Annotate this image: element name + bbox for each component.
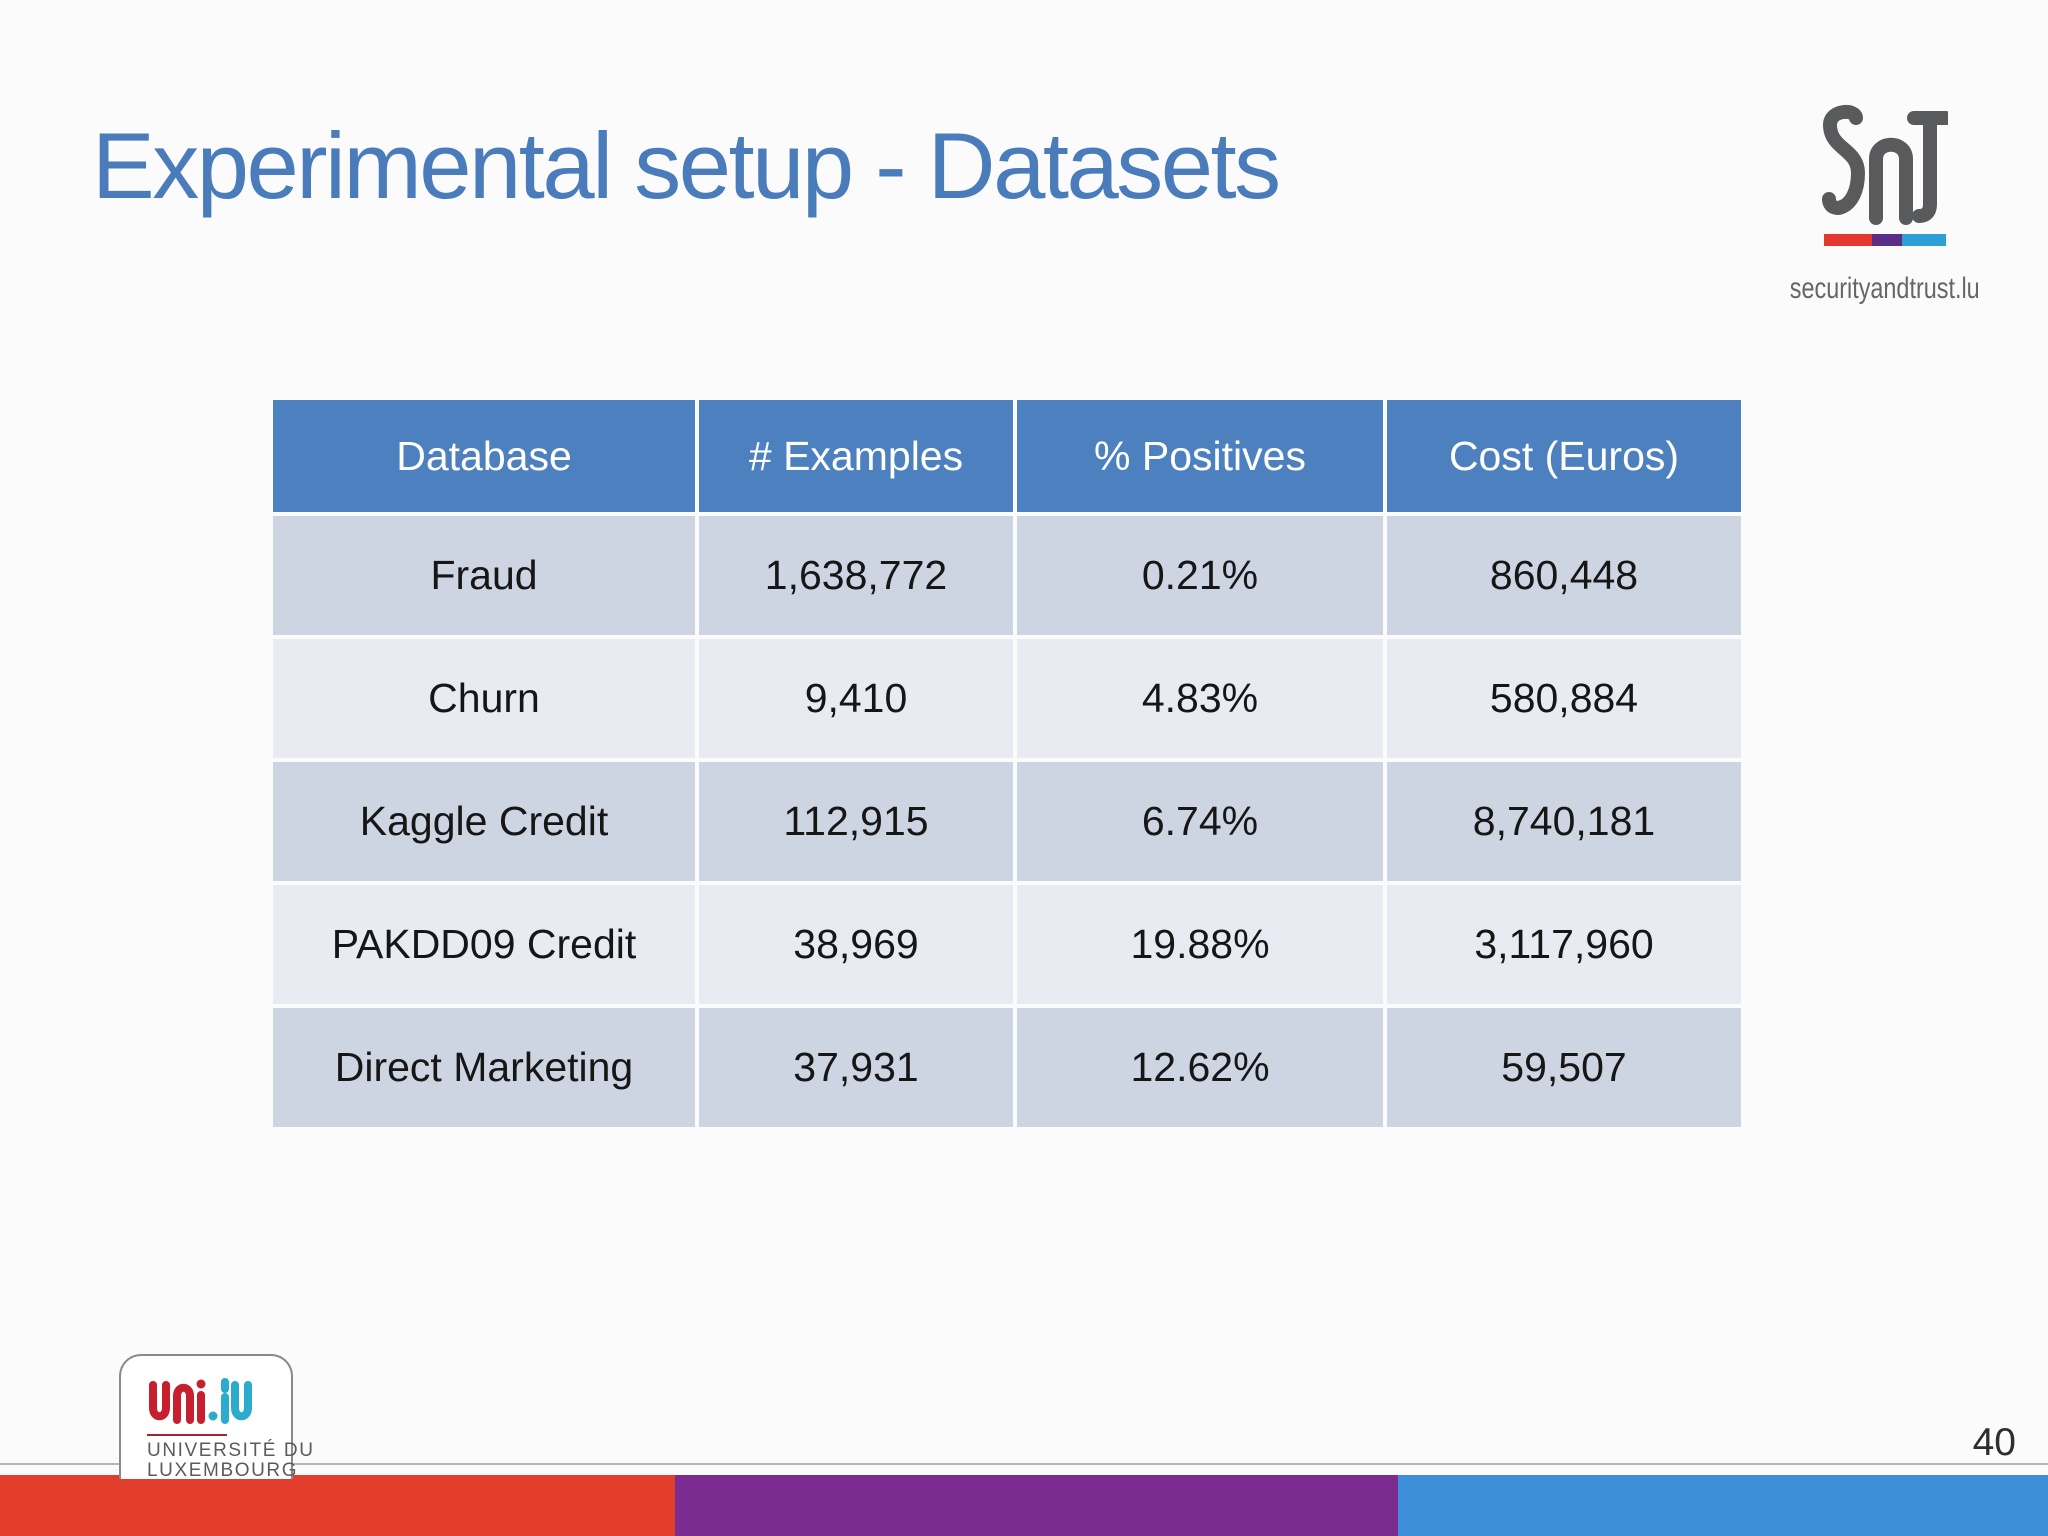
table-cell: Churn — [273, 639, 695, 758]
footer-band-purple — [675, 1475, 1398, 1536]
table-cell: 580,884 — [1387, 639, 1741, 758]
slide-title: Experimental setup - Datasets — [92, 113, 1281, 218]
footer-divider-line — [0, 1463, 2048, 1465]
header-cell-examples: # Examples — [699, 400, 1013, 512]
unilu-text-line1: UNIVERSITÉ DU — [147, 1440, 315, 1461]
table-cell: PAKDD09 Credit — [273, 885, 695, 1004]
header-cell-positives: % Positives — [1017, 400, 1383, 512]
unilu-rule — [147, 1434, 227, 1436]
table-cell: Fraud — [273, 516, 695, 635]
header-cell-cost: Cost (Euros) — [1387, 400, 1741, 512]
table-cell: 9,410 — [699, 639, 1013, 758]
footer-band-blue — [1398, 1475, 2048, 1536]
table-cell: 19.88% — [1017, 885, 1383, 1004]
unilu-text-line2: LUXEMBOURG — [147, 1460, 299, 1481]
snt-tricolor-bar-icon — [1824, 234, 1946, 246]
unilu-wordmark-icon — [149, 1378, 252, 1424]
footer-color-band — [0, 1475, 2048, 1536]
table-cell: 8,740,181 — [1387, 762, 1741, 881]
header-cell-database: Database — [273, 400, 695, 512]
table-cell: 6.74% — [1017, 762, 1383, 881]
table-cell: 12.62% — [1017, 1008, 1383, 1127]
table-cell: 37,931 — [699, 1008, 1013, 1127]
table-cell: 3,117,960 — [1387, 885, 1741, 1004]
table-cell: 0.21% — [1017, 516, 1383, 635]
footer-band-red — [0, 1475, 675, 1536]
table-cell: 860,448 — [1387, 516, 1741, 635]
table-cell: 1,638,772 — [699, 516, 1013, 635]
page-number: 40 — [1972, 1421, 2016, 1464]
table-cell: 4.83% — [1017, 639, 1383, 758]
snt-wordmark-icon — [1822, 105, 1948, 225]
table-cell: Direct Marketing — [273, 1008, 695, 1127]
snt-tagline: securityandtrust.lu — [1790, 272, 1980, 305]
table-cell: Kaggle Credit — [273, 762, 695, 881]
table-cell: 38,969 — [699, 885, 1013, 1004]
unilu-logo: UNIVERSITÉ DU LUXEMBOURG — [119, 1354, 313, 1481]
datasets-table: Database # Examples % Positives Cost (Eu… — [273, 400, 1741, 1127]
table-cell: 112,915 — [699, 762, 1013, 881]
table-cell: 59,507 — [1387, 1008, 1741, 1127]
snt-logo: securityandtrust.lu — [1772, 104, 1998, 306]
